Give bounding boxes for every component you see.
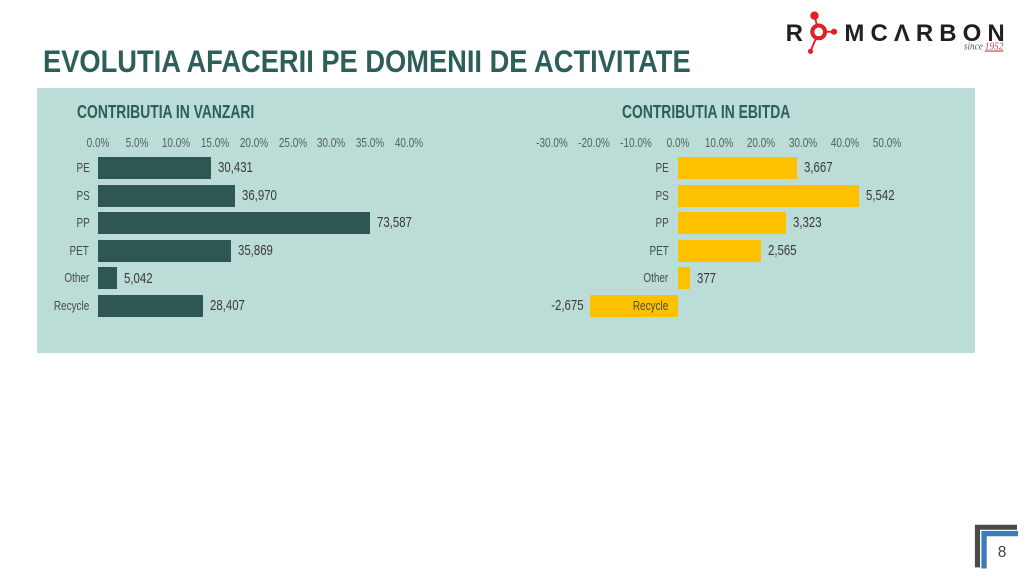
svg-text:since: since [964, 41, 983, 53]
svg-text:MCΛRBON: MCΛRBON [844, 20, 1010, 47]
svg-text:1952: 1952 [985, 41, 1004, 53]
svg-text:R: R [786, 20, 803, 47]
